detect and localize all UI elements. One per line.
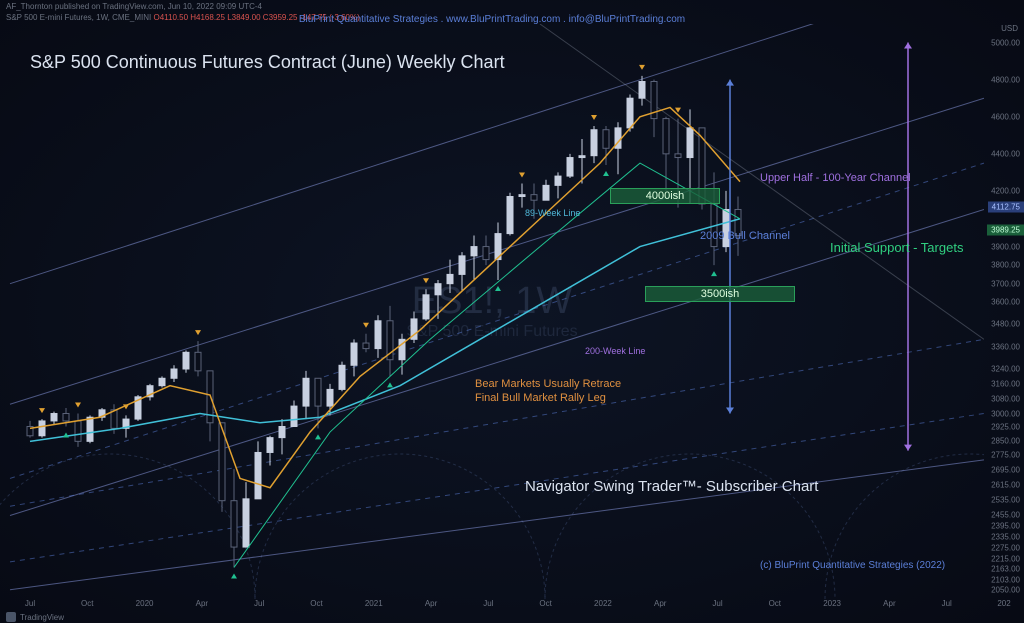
x-tick: 202 — [997, 599, 1010, 608]
annotation-bull-channel: 2009 Bull Channel — [700, 230, 790, 242]
y-tick: 2103.00 — [991, 575, 1020, 584]
y-tick: 2925.00 — [991, 423, 1020, 432]
y-tick: 3360.00 — [991, 342, 1020, 351]
x-tick: Oct — [81, 599, 93, 608]
x-tick: Apr — [883, 599, 895, 608]
y-tick: 4600.00 — [991, 112, 1020, 121]
price-tag-current: 4112.75 — [988, 202, 1024, 213]
y-tick: 2163.00 — [991, 564, 1020, 573]
footer-label: TradingView — [20, 613, 64, 622]
chart-container: AF_Thornton published on TradingView.com… — [0, 0, 1024, 623]
y-tick: 2335.00 — [991, 532, 1020, 541]
annotation-upper-half: Upper Half - 100-Year Channel — [760, 172, 911, 184]
y-tick: 3000.00 — [991, 409, 1020, 418]
y-tick: 3700.00 — [991, 279, 1020, 288]
y-tick: 2395.00 — [991, 521, 1020, 530]
annotation-89wk: 89-Week Line — [525, 208, 580, 218]
x-tick: 2023 — [823, 599, 841, 608]
x-tick: 2020 — [136, 599, 154, 608]
support-box-3500: 3500ish — [645, 286, 795, 302]
y-tick: 2695.00 — [991, 466, 1020, 475]
header-bar: AF_Thornton published on TradingView.com… — [0, 0, 1024, 14]
y-tick: 3900.00 — [991, 242, 1020, 251]
y-tick: 4400.00 — [991, 149, 1020, 158]
y-tick: 4200.00 — [991, 186, 1020, 195]
x-tick: Oct — [310, 599, 322, 608]
x-tick: Apr — [425, 599, 437, 608]
y-tick: 2850.00 — [991, 437, 1020, 446]
x-tick: Jul — [25, 599, 35, 608]
y-tick: 4800.00 — [991, 75, 1020, 84]
y-tick: 3600.00 — [991, 298, 1020, 307]
y-tick: 2215.00 — [991, 555, 1020, 564]
y-tick: 2275.00 — [991, 543, 1020, 552]
x-tick: Oct — [539, 599, 551, 608]
x-tick: 2022 — [594, 599, 612, 608]
y-axis: USD 5000.00 4800.00 4600.00 4400.00 4200.00 4… — [984, 24, 1024, 599]
x-tick: Jul — [942, 599, 952, 608]
publisher-text: AF_Thornton published on TradingView.com… — [6, 2, 262, 12]
y-tick: 2455.00 — [991, 510, 1020, 519]
tradingview-logo-icon — [6, 612, 16, 622]
y-tick: 2535.00 — [991, 495, 1020, 504]
footer: TradingView — [6, 612, 64, 622]
x-tick: Oct — [769, 599, 781, 608]
annotation-200wk: 200-Week Line — [585, 346, 645, 356]
x-tick: Jul — [254, 599, 264, 608]
y-tick: 5000.00 — [991, 38, 1020, 47]
y-tick: 2615.00 — [991, 480, 1020, 489]
y-tick: 3160.00 — [991, 379, 1020, 388]
y-tick: 3800.00 — [991, 261, 1020, 270]
price-tag-last: 3989.25 — [987, 225, 1024, 236]
x-axis: Jul Oct 2020 Apr Jul Oct 2021 Apr Jul Oct 2022 Apr J… — [10, 599, 984, 613]
y-tick: 3480.00 — [991, 320, 1020, 329]
x-tick: Apr — [654, 599, 666, 608]
support-box-4000: 4000ish — [610, 188, 720, 204]
x-tick: Apr — [196, 599, 208, 608]
x-tick: 2021 — [365, 599, 383, 608]
y-axis-unit: USD — [1001, 24, 1018, 33]
x-tick: Jul — [483, 599, 493, 608]
annotation-copyright: (c) BluPrint Quantitative Strategies (20… — [760, 560, 945, 571]
annotation-bear1: Bear Markets Usually Retrace — [475, 378, 621, 390]
annotation-subscriber: Navigator Swing Trader™- Subscriber Char… — [525, 478, 818, 495]
y-tick: 3240.00 — [991, 365, 1020, 374]
annotation-support-targets: Initial Support - Targets — [830, 240, 963, 255]
annotation-bear2: Final Bull Market Rally Leg — [475, 392, 606, 404]
y-tick: 2050.00 — [991, 585, 1020, 594]
chart-svg — [0, 24, 984, 599]
x-tick: Jul — [712, 599, 722, 608]
y-tick: 2775.00 — [991, 451, 1020, 460]
y-tick: 3080.00 — [991, 394, 1020, 403]
